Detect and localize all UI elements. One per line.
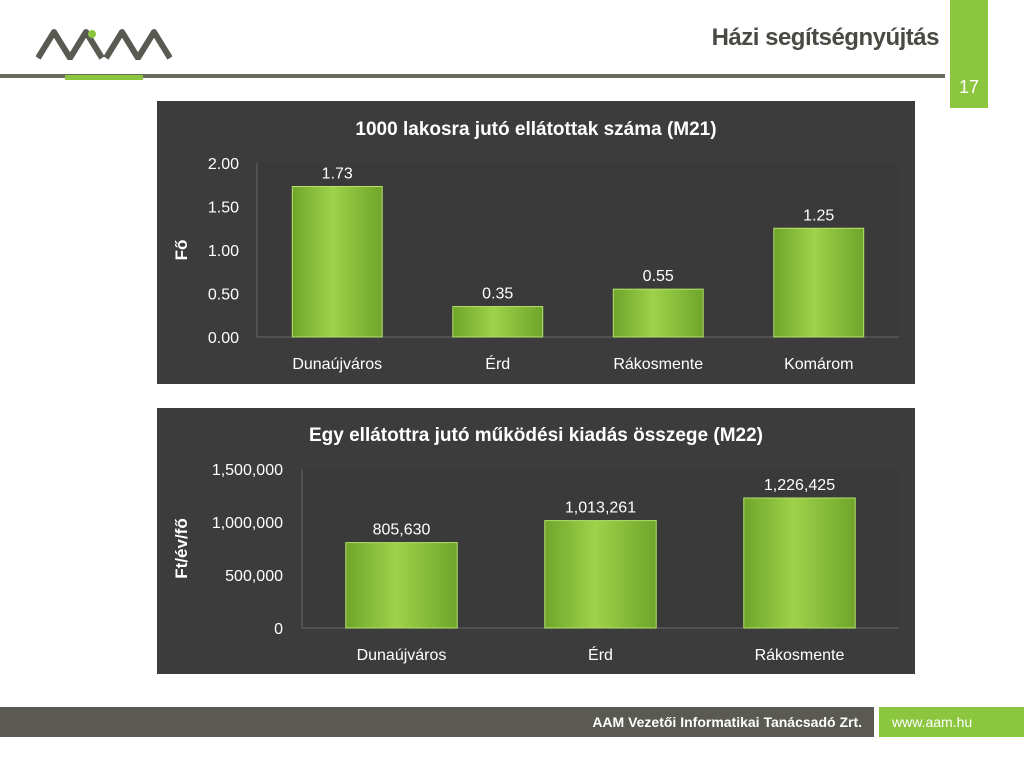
footer-company: AAM Vezetői Informatikai Tanácsadó Zrt. bbox=[592, 714, 862, 730]
x-tick-label: Komárom bbox=[784, 356, 853, 373]
x-tick-label: Rákosmente bbox=[613, 356, 703, 373]
bar bbox=[544, 520, 657, 629]
y-tick-label: 1.50 bbox=[208, 200, 239, 217]
y-tick-label: 0 bbox=[274, 621, 283, 638]
chart-panel-m21: 1000 lakosra jutó ellátottak száma (M21)… bbox=[157, 101, 915, 384]
page-title: Házi segítségnyújtás bbox=[711, 24, 940, 51]
chart-m22: Egy ellátottra jutó működési kiadás össz… bbox=[172, 425, 899, 664]
bar bbox=[773, 227, 865, 338]
bar bbox=[612, 288, 704, 338]
data-label: 1.25 bbox=[803, 207, 834, 224]
y-tick-label: 0.50 bbox=[208, 287, 239, 304]
bar bbox=[743, 497, 856, 629]
bar bbox=[452, 306, 544, 338]
y-tick-label: 1,000,000 bbox=[212, 515, 283, 532]
y-tick-label: 1.00 bbox=[208, 243, 239, 260]
y-tick-label: 1,500,000 bbox=[212, 462, 283, 479]
footer-bar bbox=[0, 707, 874, 737]
data-label: 1.73 bbox=[322, 165, 353, 182]
footer-url-box[interactable] bbox=[879, 707, 1024, 737]
x-tick-label: Rákosmente bbox=[755, 647, 845, 664]
chart-title: 1000 lakosra jutó ellátottak száma (M21) bbox=[355, 119, 716, 140]
y-tick-label: 500,000 bbox=[225, 568, 283, 585]
y-tick-label: 0.00 bbox=[208, 330, 239, 347]
aam-logo-icon bbox=[36, 29, 172, 60]
x-tick-label: Érd bbox=[588, 645, 613, 664]
chart-title: Egy ellátottra jutó működési kiadás össz… bbox=[309, 425, 763, 446]
x-tick-label: Dunaújváros bbox=[292, 356, 382, 373]
data-label: 0.35 bbox=[482, 286, 513, 303]
footer-url[interactable]: www.aam.hu bbox=[892, 714, 973, 730]
x-tick-label: Dunaújváros bbox=[357, 647, 447, 664]
page-number-tab bbox=[950, 0, 988, 108]
chart-panel-m22: Egy ellátottra jutó működési kiadás össz… bbox=[157, 408, 915, 674]
x-tick-label: Érd bbox=[485, 354, 510, 373]
header-divider bbox=[0, 74, 945, 78]
chart-m21: 1000 lakosra jutó ellátottak száma (M21)… bbox=[172, 119, 899, 373]
page-number: 17 bbox=[958, 77, 980, 97]
data-label: 1,226,425 bbox=[764, 477, 835, 494]
data-label: 0.55 bbox=[643, 268, 674, 285]
header-accent bbox=[65, 75, 143, 80]
data-label: 805,630 bbox=[373, 522, 431, 539]
data-label: 1,013,261 bbox=[565, 500, 636, 517]
y-axis-label: Ft/év/fő bbox=[172, 518, 191, 578]
bar bbox=[291, 185, 383, 338]
y-axis-label: Fő bbox=[172, 240, 191, 261]
bar bbox=[345, 542, 458, 629]
y-tick-label: 2.00 bbox=[208, 156, 239, 173]
